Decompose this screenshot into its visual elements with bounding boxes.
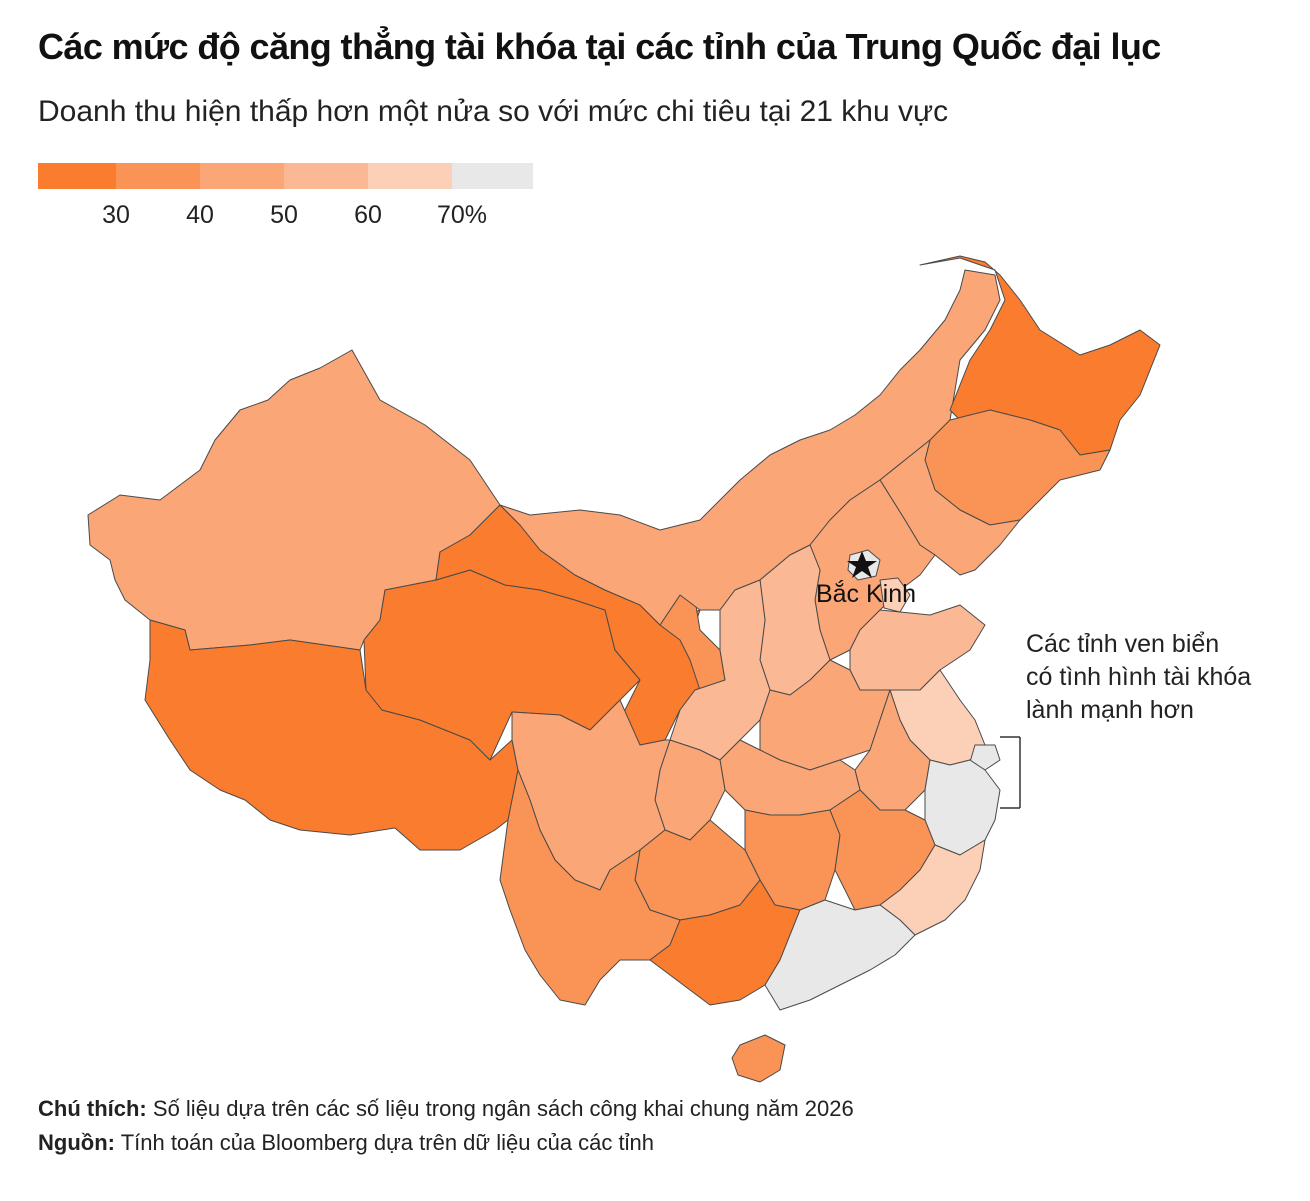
legend-swatch-5 bbox=[452, 163, 533, 189]
legend-tick-50: 50 bbox=[270, 201, 298, 229]
annotation-line-3: lành mạnh hơn bbox=[1026, 696, 1194, 724]
capital-star-icon bbox=[847, 551, 877, 578]
source-text: Tính toán của Bloomberg dựa trên dữ liệu… bbox=[120, 1130, 655, 1155]
chart-subtitle: Doanh thu hiện thấp hơn một nửa so với m… bbox=[38, 95, 949, 128]
region-tianjin bbox=[879, 577, 911, 613]
region-inner-mongolia bbox=[499, 269, 1001, 626]
coastal-bracket bbox=[1000, 736, 1021, 809]
color-legend: 30 40 50 60 70% bbox=[38, 163, 538, 238]
legend-tick-40: 40 bbox=[186, 201, 214, 229]
chart-title: Các mức độ căng thẳng tài khóa tại các t… bbox=[38, 26, 1161, 67]
region-shanghai bbox=[969, 744, 1001, 771]
note-label: Chú thích: bbox=[38, 1096, 147, 1121]
footer: Chú thích: Số liệu dựa trên các số liệu … bbox=[38, 1092, 854, 1160]
coastal-annotation: Các tỉnh ven biển có tình hình tài khóa … bbox=[1026, 628, 1251, 727]
annotation-line-2: có tình hình tài khóa bbox=[1026, 663, 1252, 691]
legend-swatch-0 bbox=[38, 163, 116, 189]
legend-swatch-2 bbox=[200, 163, 284, 189]
source-label: Nguồn: bbox=[38, 1130, 115, 1155]
region-hainan bbox=[731, 1034, 786, 1083]
footer-source: Nguồn: Tính toán của Bloomberg dựa trên … bbox=[38, 1126, 854, 1160]
legend-tick-30: 30 bbox=[102, 201, 130, 229]
legend-tick-70: 70% bbox=[436, 201, 488, 229]
capital-label: Bắc Kinh bbox=[816, 579, 916, 608]
annotation-line-1: Các tỉnh ven biển bbox=[1026, 630, 1220, 658]
region-zhejiang bbox=[924, 759, 1001, 856]
legend-swatch-3 bbox=[284, 163, 368, 189]
legend-tick-60: 60 bbox=[354, 201, 382, 229]
legend-ticks: 30 40 50 60 70% bbox=[38, 189, 538, 229]
footer-note: Chú thích: Số liệu dựa trên các số liệu … bbox=[38, 1092, 854, 1126]
legend-swatch-4 bbox=[368, 163, 452, 189]
legend-color-bar bbox=[38, 163, 538, 189]
note-text: Số liệu dựa trên các số liệu trong ngân … bbox=[152, 1096, 854, 1121]
region-fujian bbox=[879, 839, 986, 936]
legend-swatch-1 bbox=[116, 163, 200, 189]
region-guangdong bbox=[764, 899, 916, 1011]
region-tibet bbox=[144, 619, 519, 851]
